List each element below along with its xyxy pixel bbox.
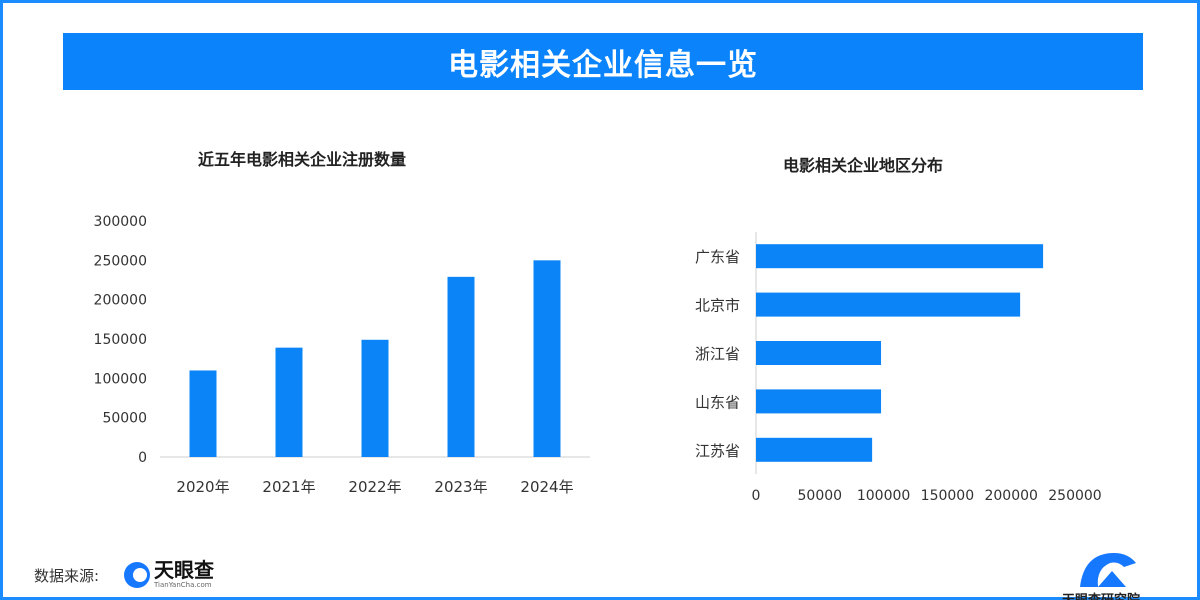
page-title: 电影相关企业信息一览 bbox=[448, 47, 758, 83]
tianyancha-logo-icon bbox=[124, 561, 150, 588]
bar-2024年 bbox=[533, 260, 561, 457]
bar-江苏省 bbox=[756, 437, 873, 462]
header-banner: 电影相关企业信息一览 bbox=[63, 33, 1143, 90]
tianyancha-logo: 天眼查 TianYanCha.com bbox=[124, 560, 214, 589]
bar-2020年 bbox=[189, 370, 217, 457]
bar-2022年 bbox=[361, 339, 389, 457]
y-category-label: 江苏省 bbox=[695, 442, 740, 460]
x-tick-label: 0 bbox=[752, 488, 761, 504]
bar-2021年 bbox=[275, 347, 303, 457]
bar-山东省 bbox=[756, 389, 882, 414]
x-tick-label: 2021年 bbox=[262, 478, 315, 496]
left-chart-title: 近五年电影相关企业注册数量 bbox=[198, 150, 407, 169]
logo-subtext: TianYanCha.com bbox=[154, 581, 212, 589]
data-source-label: 数据来源: bbox=[34, 567, 100, 585]
y-category-label: 北京市 bbox=[695, 297, 740, 315]
bar-北京市 bbox=[756, 292, 1021, 317]
y-category-label: 山东省 bbox=[695, 393, 740, 411]
x-tick-label: 250000 bbox=[1048, 488, 1101, 504]
x-tick-label: 100000 bbox=[857, 488, 910, 504]
y-tick-label: 0 bbox=[138, 450, 147, 466]
y-tick-label: 200000 bbox=[94, 293, 147, 309]
research-brand: 天眼查研究院 bbox=[1062, 545, 1162, 600]
x-tick-label: 2024年 bbox=[520, 478, 573, 496]
x-tick-label: 2020年 bbox=[176, 478, 229, 496]
right-chart-title: 电影相关企业地区分布 bbox=[783, 156, 944, 175]
bar-广东省 bbox=[756, 244, 1044, 269]
bar-2023年 bbox=[447, 276, 475, 457]
x-tick-label: 2022年 bbox=[348, 478, 401, 496]
y-tick-label: 150000 bbox=[94, 332, 147, 348]
y-category-label: 浙江省 bbox=[695, 345, 740, 363]
x-tick-label: 150000 bbox=[921, 488, 974, 504]
logo-text: 天眼查 bbox=[154, 558, 214, 582]
brand-text: 天眼查研究院 bbox=[1062, 589, 1140, 600]
y-tick-label: 300000 bbox=[94, 214, 147, 230]
x-tick-label: 200000 bbox=[984, 488, 1037, 504]
y-tick-label: 100000 bbox=[94, 371, 147, 387]
bar-浙江省 bbox=[756, 341, 882, 365]
x-tick-label: 50000 bbox=[798, 488, 843, 504]
y-tick-label: 250000 bbox=[94, 253, 147, 269]
y-category-label: 广东省 bbox=[695, 248, 740, 266]
research-brand-icon bbox=[1080, 553, 1136, 587]
y-tick-label: 50000 bbox=[102, 411, 147, 427]
x-tick-label: 2023年 bbox=[434, 478, 487, 496]
